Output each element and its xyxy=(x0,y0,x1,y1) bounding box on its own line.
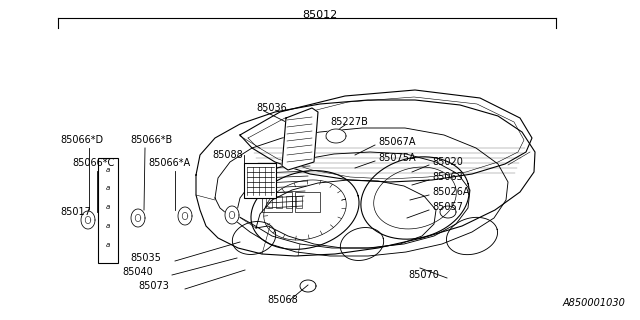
Polygon shape xyxy=(326,129,346,143)
Text: A850001030: A850001030 xyxy=(562,298,625,308)
Bar xyxy=(286,196,292,208)
Text: 85020: 85020 xyxy=(432,157,463,167)
Text: 85066*D: 85066*D xyxy=(60,135,103,145)
Text: 85067A: 85067A xyxy=(378,137,415,147)
Text: 85017: 85017 xyxy=(60,207,91,217)
Text: a: a xyxy=(106,242,110,248)
Polygon shape xyxy=(81,211,95,229)
Text: a: a xyxy=(106,204,110,210)
Polygon shape xyxy=(131,209,145,227)
Text: 85068: 85068 xyxy=(267,295,298,305)
Text: 85012: 85012 xyxy=(302,10,338,20)
Text: 85066*A: 85066*A xyxy=(148,158,190,168)
Bar xyxy=(244,163,276,198)
Text: 85073: 85073 xyxy=(138,281,169,291)
Text: 85040: 85040 xyxy=(122,267,153,277)
Bar xyxy=(98,158,118,263)
Text: 85075A: 85075A xyxy=(378,153,415,163)
Text: 85088: 85088 xyxy=(212,150,243,160)
Text: 85035: 85035 xyxy=(130,253,161,263)
Text: a: a xyxy=(106,185,110,191)
Bar xyxy=(262,192,292,212)
Text: 85066*C: 85066*C xyxy=(72,158,115,168)
Text: a: a xyxy=(106,223,110,229)
Text: 85227B: 85227B xyxy=(330,117,368,127)
Bar xyxy=(276,196,282,208)
Text: 85036: 85036 xyxy=(256,103,287,113)
Polygon shape xyxy=(282,108,318,170)
Text: a: a xyxy=(106,167,110,173)
Text: 85026A: 85026A xyxy=(432,187,470,197)
Text: 85070: 85070 xyxy=(408,270,439,280)
Bar xyxy=(266,196,272,208)
Polygon shape xyxy=(225,206,239,224)
Text: 85057: 85057 xyxy=(432,202,463,212)
Text: 85063: 85063 xyxy=(432,172,463,182)
Text: 85066*B: 85066*B xyxy=(130,135,172,145)
Polygon shape xyxy=(178,207,192,225)
Bar xyxy=(296,196,302,208)
Bar xyxy=(295,192,320,212)
